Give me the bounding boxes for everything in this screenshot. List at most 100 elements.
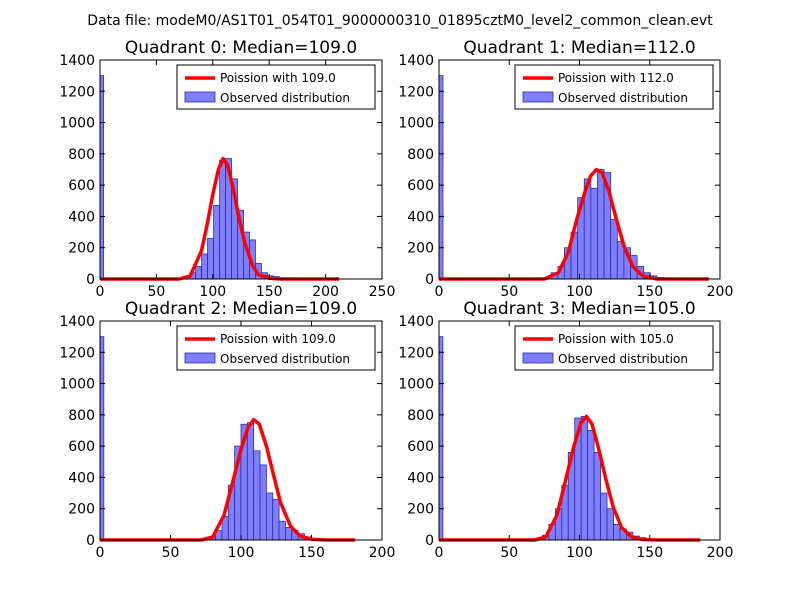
y-tick-label: 200 (68, 502, 95, 518)
histogram-bar (438, 336, 444, 541)
histogram-bar (606, 508, 614, 541)
quadrant-1-title: Quadrant 1: Median=112.0 (463, 38, 695, 58)
histogram-bars (438, 75, 711, 280)
y-tick-label: 0 (425, 533, 434, 549)
histogram-bar (580, 416, 589, 541)
y-tick-label: 1000 (398, 116, 434, 132)
legend-label-poisson: Poission with 105.0 (558, 332, 674, 346)
histogram-bar (246, 422, 255, 541)
y-tick-label: 800 (407, 408, 434, 424)
y-tick-label: 600 (407, 439, 434, 455)
quadrant-3-panel: Quadrant 3: Median=105.0 0 50 100 150 200 0 200… (398, 299, 733, 561)
x-tick-label: 100 (228, 545, 255, 561)
legend: Poission with 109.0 Observed distribution (176, 325, 376, 371)
poisson-curve (439, 414, 701, 542)
y-tick-label: 1000 (398, 377, 434, 393)
y-tick-label: 1200 (398, 345, 434, 361)
histogram-bar (597, 169, 605, 280)
x-tick-label: 150 (298, 545, 325, 561)
legend-label-poisson: Poission with 109.0 (220, 332, 336, 346)
histogram-bar (253, 450, 261, 541)
x-tick-label: 150 (636, 284, 663, 300)
y-tick-label: 800 (68, 147, 95, 163)
y-tick-label: 0 (86, 272, 95, 288)
x-tick-label: 50 (500, 284, 518, 300)
x-tick-label: 200 (312, 284, 339, 300)
y-tick-label: 600 (407, 178, 434, 194)
legend-swatch-observed (184, 91, 216, 103)
legend: Poission with 112.0 Observed distribution (514, 64, 714, 110)
quadrant-1-panel: Quadrant 1: Median=112.0 0 50 100 150 200 0 200… (398, 38, 733, 300)
axes-frame (99, 59, 383, 280)
x-tick-label: 0 (96, 284, 105, 300)
histogram-bar (438, 75, 444, 280)
x-tick-label: 200 (707, 545, 734, 561)
figure-suptitle: Data file: modeM0/AS1T01_054T01_90000003… (87, 13, 713, 29)
quadrant-2-panel: Quadrant 2: Median=109.0 0 50 100 150 200 0 200… (59, 299, 395, 561)
y-tick-label: 600 (68, 178, 95, 194)
x-tick-label: 150 (636, 545, 663, 561)
y-tick-label: 400 (68, 470, 95, 486)
x-tick-label: 100 (566, 284, 593, 300)
poisson-curve (439, 167, 709, 281)
x-tick-label: 150 (256, 284, 283, 300)
legend-label-observed: Observed distribution (220, 91, 350, 105)
x-tick-label: 250 (369, 284, 396, 300)
y-tick-label: 200 (407, 241, 434, 257)
histogram-bar (610, 219, 618, 280)
y-tick-label: 600 (68, 439, 95, 455)
y-tick-label: 1400 (59, 53, 95, 69)
quadrant-panels: Quadrant 0: Median=109.0 0 50 100 150 200 250 0… (59, 38, 733, 561)
legend-label-observed: Observed distribution (558, 352, 688, 366)
y-tick-label: 1200 (398, 84, 434, 100)
histogram-bar (285, 527, 293, 541)
x-tick-label: 0 (435, 545, 444, 561)
y-tick-label: 400 (407, 470, 434, 486)
histogram-bar (593, 451, 601, 541)
y-tick-label: 1400 (398, 53, 434, 69)
histogram-bar (265, 492, 274, 541)
x-tick-label: 50 (147, 284, 165, 300)
poisson-curve (100, 417, 356, 542)
histogram-bar (201, 253, 209, 280)
x-tick-label: 200 (707, 284, 734, 300)
legend-label-poisson: Poission with 112.0 (558, 71, 674, 85)
histogram-bar (195, 266, 203, 280)
quadrant-0-panel: Quadrant 0: Median=109.0 0 50 100 150 200 250 0… (59, 38, 395, 300)
legend-label-observed: Observed distribution (558, 91, 688, 105)
y-tick-label: 800 (407, 147, 434, 163)
y-tick-label: 0 (86, 533, 95, 549)
histogram-bar (613, 523, 621, 541)
y-tick-label: 1400 (59, 314, 95, 330)
y-tick-label: 400 (68, 209, 95, 225)
y-tick-label: 1400 (398, 314, 434, 330)
legend: Poission with 105.0 Observed distribution (514, 325, 714, 371)
histogram-bar (99, 336, 105, 541)
histogram-bar (278, 520, 286, 541)
histogram-bar (587, 430, 595, 541)
legend-swatch-observed (184, 352, 216, 364)
y-tick-label: 0 (425, 272, 434, 288)
histogram-bar (272, 498, 280, 541)
legend-label-observed: Observed distribution (220, 352, 350, 366)
histogram-bar (219, 159, 226, 280)
y-tick-label: 400 (407, 209, 434, 225)
histogram-bar (207, 237, 214, 280)
y-tick-label: 1200 (59, 84, 95, 100)
x-tick-label: 100 (566, 545, 593, 561)
legend-swatch-observed (522, 352, 554, 364)
histogram-bar (213, 205, 220, 280)
x-tick-label: 50 (162, 545, 180, 561)
y-tick-label: 800 (68, 408, 95, 424)
legend: Poission with 109.0 Observed distribution (176, 64, 376, 110)
quadrant-2-title: Quadrant 2: Median=109.0 (125, 299, 357, 319)
legend-swatch-observed (522, 91, 554, 103)
histogram-bar (259, 464, 267, 541)
x-tick-label: 0 (96, 545, 105, 561)
x-tick-label: 100 (199, 284, 226, 300)
y-tick-label: 200 (68, 241, 95, 257)
x-tick-label: 200 (369, 545, 396, 561)
poisson-curve (100, 156, 340, 281)
